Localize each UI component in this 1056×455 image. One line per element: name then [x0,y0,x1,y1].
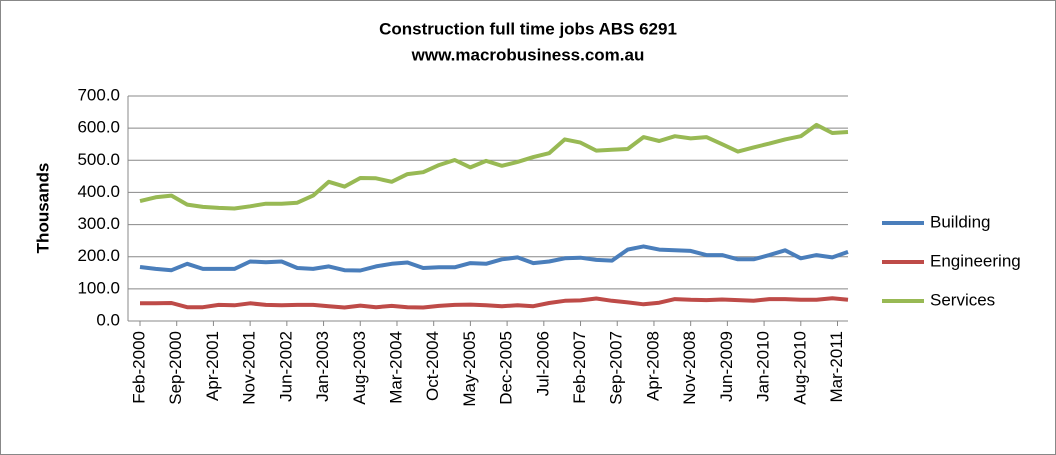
x-tick-label: Jan-2003 [313,331,332,402]
x-tick-label: Apr-2008 [643,331,662,401]
x-tick-label: Feb-2007 [570,331,589,404]
y-tick-label: 700.0 [77,85,120,104]
series-line [139,122,849,211]
series-line [139,244,849,273]
y-axis-label: Thousands [33,163,52,254]
x-tick-label: May-2005 [460,331,479,407]
x-tick-label: Nov-2001 [240,331,259,405]
y-tick-label: 500.0 [77,150,120,169]
series-line [140,296,849,310]
x-tick-label: Aug-2003 [350,331,369,405]
chart-subtitle: www.macrobusiness.com.au [411,45,645,64]
x-tick-label: Feb-2000 [129,331,148,404]
x-tick-label: Sep-2000 [166,331,185,405]
x-tick-label: Nov-2008 [680,331,699,405]
x-tick-label: Mar-2004 [386,331,405,404]
x-tick-label: Jun-2002 [276,331,295,402]
x-tick-label: Mar-2011 [827,331,846,403]
x-tick-label: Jul-2006 [533,331,552,396]
y-tick-label: 200.0 [77,246,120,265]
legend-label: Services [930,290,995,309]
y-tick-label: 0.0 [96,310,120,329]
y-tick-label: 100.0 [77,278,120,297]
x-tick-label: Jun-2009 [717,331,736,402]
y-tick-label: 300.0 [77,214,120,233]
x-tick-label: Jan-2010 [754,331,773,402]
legend-label: Engineering [930,251,1021,270]
x-tick-label: Sep-2007 [607,331,626,405]
x-tick-label: Oct-2004 [423,331,442,401]
legend-label: Building [930,212,991,231]
y-tick-label: 400.0 [77,182,120,201]
x-tick-label: Aug-2010 [790,331,809,405]
chart-title: Construction full time jobs ABS 6291 [379,19,677,38]
x-tick-label: Apr-2001 [203,331,222,401]
x-tick-label: Dec-2005 [497,331,516,405]
y-tick-label: 600.0 [77,118,120,137]
